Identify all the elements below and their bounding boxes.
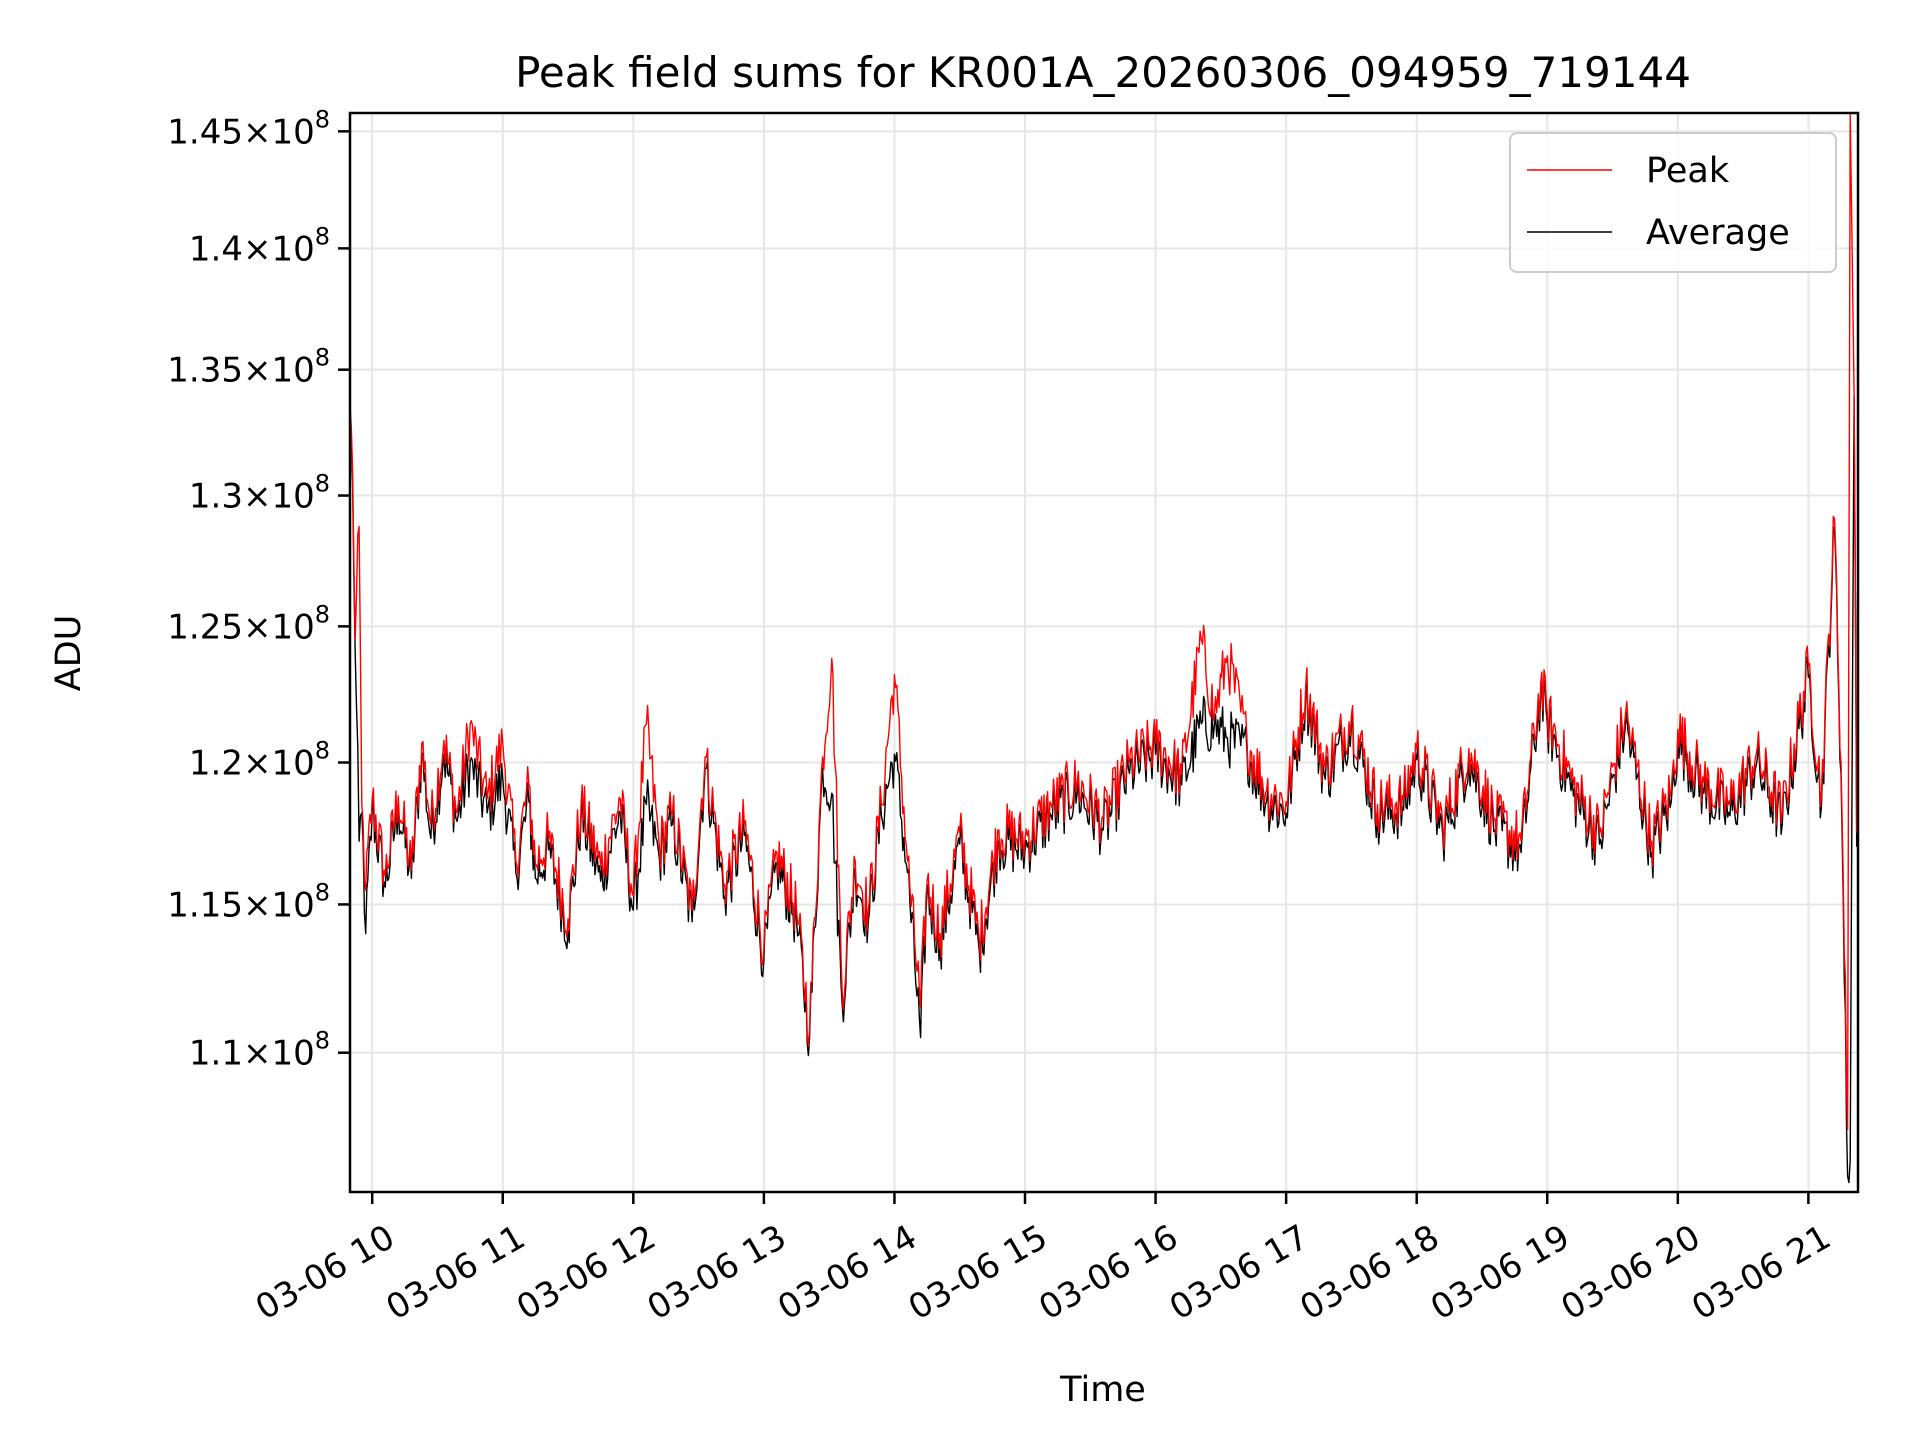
legend: Peak Average	[1509, 132, 1837, 273]
plot-frame	[348, 111, 1860, 1194]
y-tick-label: 1.35×108	[167, 344, 330, 391]
y-tick-label: 1.15×108	[167, 878, 330, 925]
y-axis-title: ADU	[49, 615, 89, 692]
x-axis-title: Time	[1059, 1370, 1146, 1410]
y-tick-label: 1.3×108	[189, 470, 330, 517]
series-line-peak	[349, 112, 1858, 1131]
y-tick-label: 1.25×108	[167, 600, 330, 647]
legend-peak-label: Peak	[1646, 151, 1730, 191]
y-tick-label: 1.1×108	[189, 1027, 330, 1074]
chart-title: Peak field sums for KR001A_20260306_0949…	[515, 48, 1691, 97]
legend-average-label: Average	[1646, 213, 1790, 253]
y-tick-label: 1.45×108	[167, 105, 330, 152]
series-line-average	[349, 396, 1858, 1184]
y-tick-label: 1.2×108	[189, 736, 330, 783]
series-lines	[349, 112, 1858, 1184]
y-axis-ticks: 1.1×108 1.15×108 1.2×108 1.25×108 1.3×108 1.3…	[167, 105, 350, 1074]
legend-box	[1509, 132, 1837, 273]
y-tick-label: 1.4×108	[189, 222, 330, 269]
